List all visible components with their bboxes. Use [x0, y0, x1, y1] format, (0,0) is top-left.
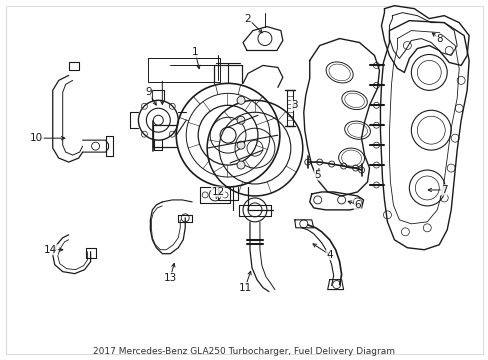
Text: 8: 8 — [435, 33, 442, 44]
Text: 6: 6 — [353, 200, 360, 210]
Text: 1: 1 — [191, 48, 198, 58]
Text: 2017 Mercedes-Benz GLA250 Turbocharger, Fuel Delivery Diagram: 2017 Mercedes-Benz GLA250 Turbocharger, … — [93, 347, 395, 356]
Text: 5: 5 — [314, 170, 321, 180]
Circle shape — [237, 96, 244, 104]
Text: 2: 2 — [244, 14, 251, 24]
Text: 10: 10 — [30, 133, 43, 143]
Circle shape — [237, 141, 244, 149]
Text: 14: 14 — [44, 245, 57, 255]
Circle shape — [237, 116, 244, 124]
Circle shape — [237, 161, 244, 169]
Text: 12: 12 — [211, 187, 224, 197]
Text: 11: 11 — [238, 283, 251, 293]
Text: 4: 4 — [325, 250, 332, 260]
Text: 7: 7 — [440, 185, 447, 195]
Text: 3: 3 — [291, 100, 298, 110]
Text: 13: 13 — [163, 273, 177, 283]
Text: 9: 9 — [145, 87, 151, 97]
